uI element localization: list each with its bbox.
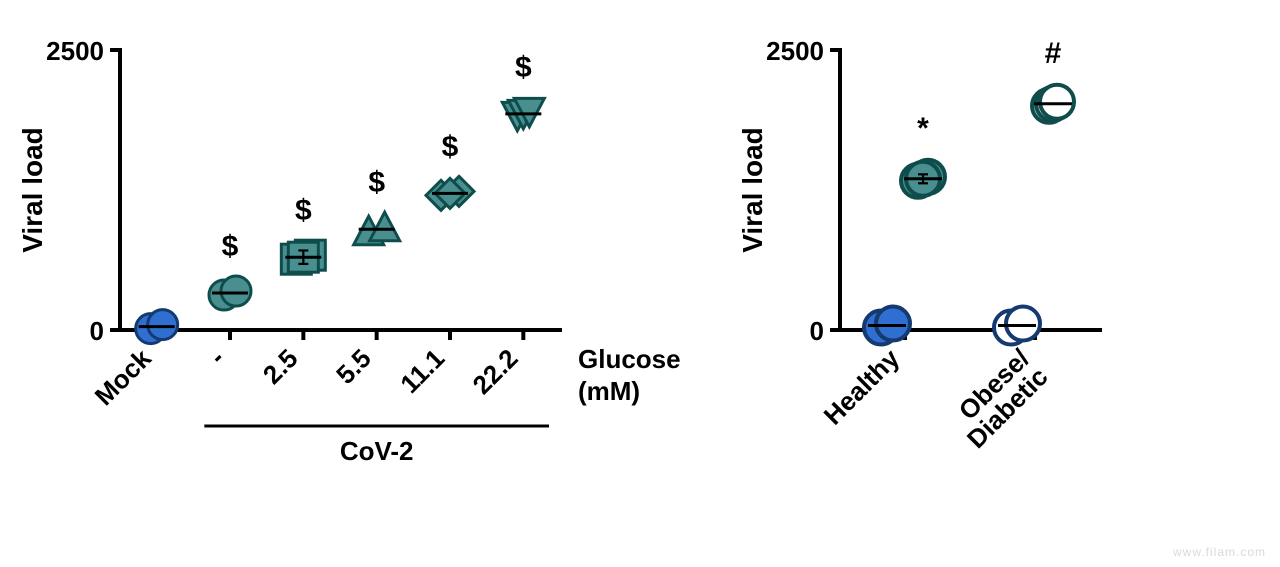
svg-text:$: $ bbox=[295, 194, 312, 227]
svg-text:0: 0 bbox=[810, 316, 824, 346]
svg-text:0: 0 bbox=[90, 316, 104, 346]
svg-text:2.5: 2.5 bbox=[257, 343, 304, 390]
svg-text:22.2: 22.2 bbox=[467, 343, 524, 400]
svg-text:Viral load: Viral load bbox=[17, 127, 48, 253]
svg-text:CoV-2: CoV-2 bbox=[340, 436, 414, 466]
svg-text:5.5: 5.5 bbox=[330, 343, 377, 390]
svg-text:$: $ bbox=[515, 51, 532, 84]
svg-text:*: * bbox=[917, 112, 929, 145]
svg-text:$: $ bbox=[442, 130, 459, 163]
svg-text:-: - bbox=[203, 343, 230, 370]
svg-text:Glucose: Glucose bbox=[578, 344, 681, 374]
svg-text:Viral load: Viral load bbox=[737, 127, 768, 253]
svg-text:Obese/Diabetic: Obese/Diabetic bbox=[943, 343, 1054, 454]
figure-stage: 0 2500 Viral load Mock -2.5 5.5 11.1 22.2 $ $ $ $ $ C… bbox=[0, 0, 1280, 567]
svg-text:$: $ bbox=[222, 230, 239, 263]
svg-text:$: $ bbox=[368, 166, 385, 199]
svg-text:(mM): (mM) bbox=[578, 376, 640, 406]
svg-text:Mock: Mock bbox=[89, 343, 158, 412]
figure-svg: 0 2500 Viral load Mock -2.5 5.5 11.1 22.2 $ $ $ $ $ C… bbox=[0, 0, 1280, 567]
svg-text:Healthy: Healthy bbox=[818, 343, 906, 431]
svg-text:#: # bbox=[1045, 37, 1062, 70]
svg-text:2500: 2500 bbox=[46, 36, 104, 66]
watermark-text: www.filam.com bbox=[1173, 545, 1266, 559]
svg-text:11.1: 11.1 bbox=[394, 343, 450, 399]
svg-text:2500: 2500 bbox=[766, 36, 824, 66]
